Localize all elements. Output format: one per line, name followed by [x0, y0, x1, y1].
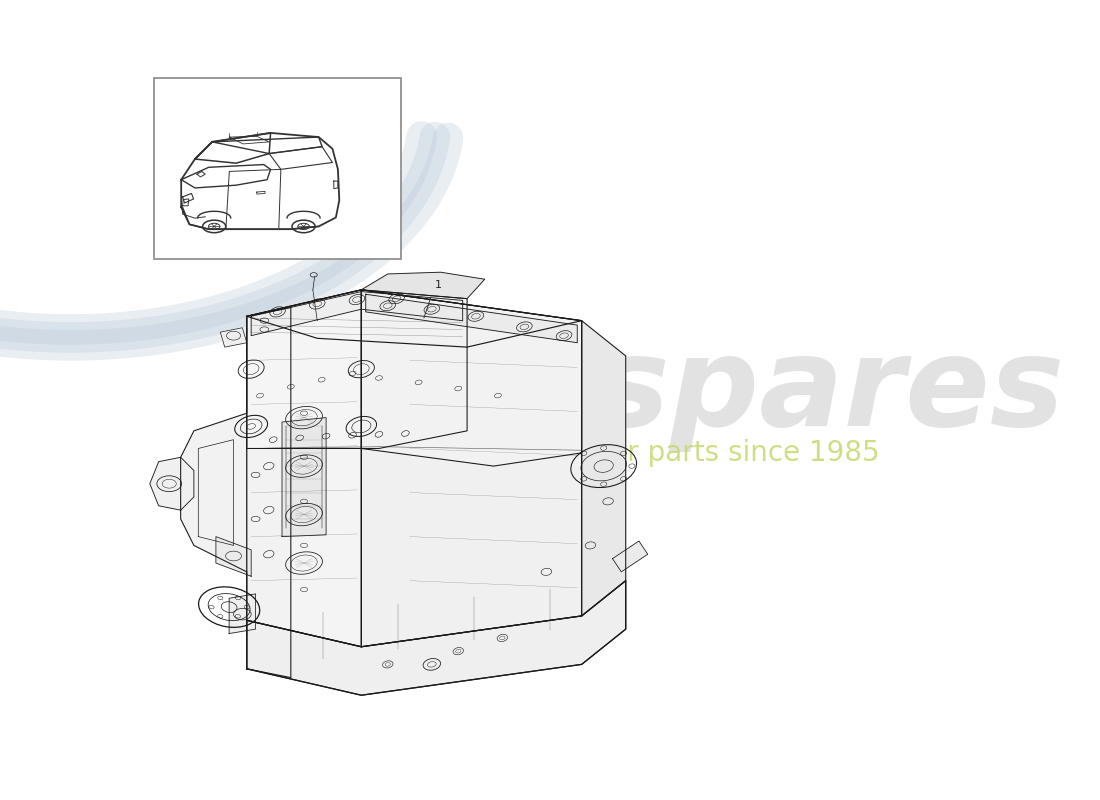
Polygon shape — [246, 290, 361, 646]
Text: 1: 1 — [434, 280, 441, 290]
Polygon shape — [246, 290, 582, 347]
Polygon shape — [246, 581, 626, 695]
Polygon shape — [582, 321, 626, 616]
Polygon shape — [251, 292, 463, 336]
Polygon shape — [216, 537, 251, 576]
Polygon shape — [229, 594, 255, 634]
Polygon shape — [361, 272, 485, 298]
Bar — [154, 78, 402, 259]
Polygon shape — [180, 307, 290, 678]
Polygon shape — [246, 290, 468, 449]
Polygon shape — [361, 290, 582, 466]
Polygon shape — [220, 328, 246, 347]
Polygon shape — [246, 581, 626, 695]
Polygon shape — [282, 418, 326, 537]
Polygon shape — [361, 290, 582, 646]
Text: eurospares: eurospares — [275, 330, 1065, 452]
Polygon shape — [613, 541, 648, 572]
Text: a passion for parts since 1985: a passion for parts since 1985 — [460, 439, 880, 467]
Polygon shape — [365, 294, 578, 342]
Polygon shape — [150, 458, 194, 510]
